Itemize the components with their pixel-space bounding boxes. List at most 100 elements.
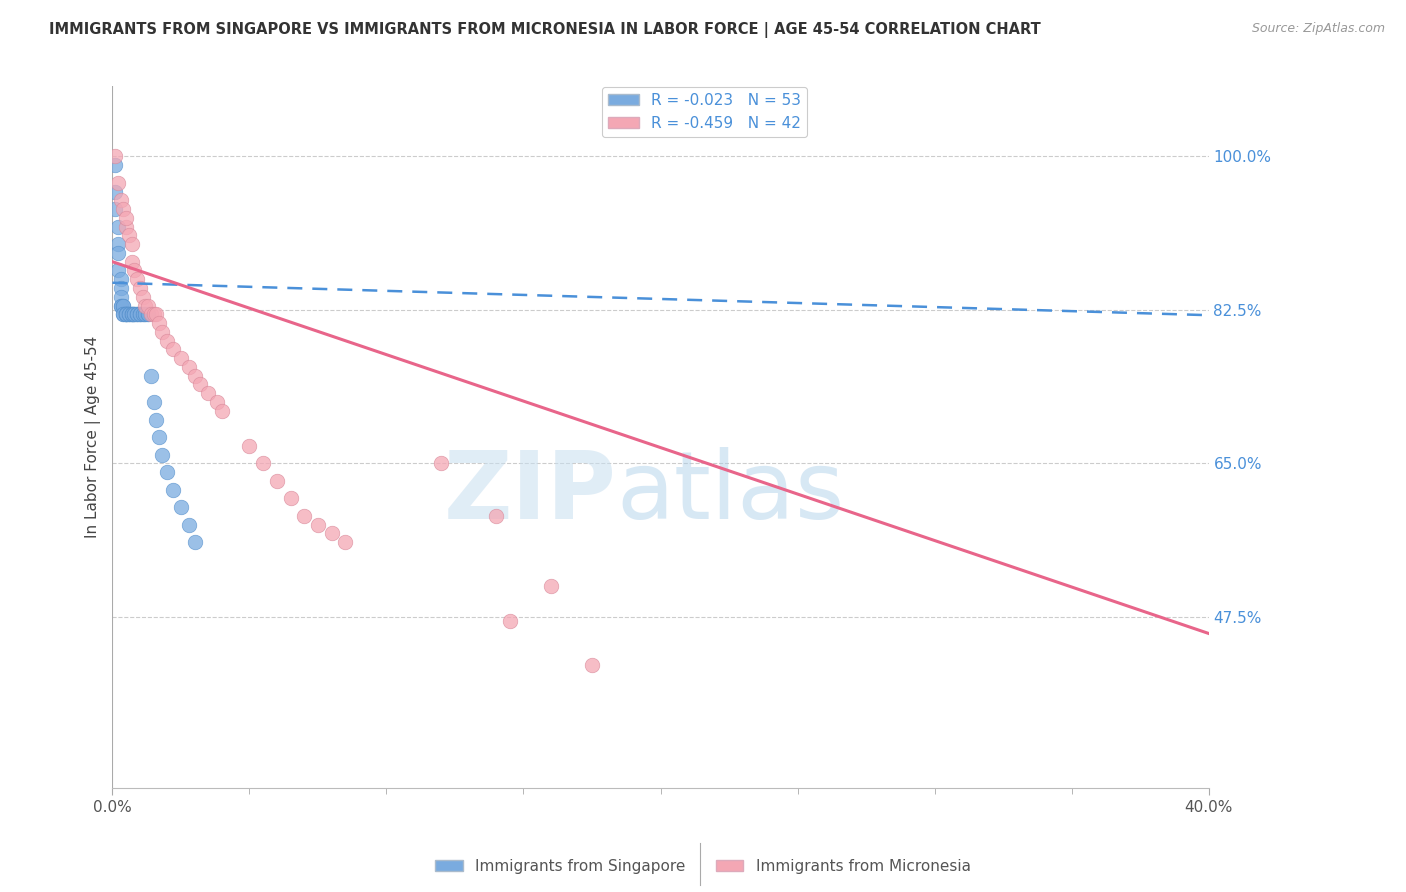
Point: [104, 158, 127, 172]
Point: [292, 508, 315, 523]
Point: [540, 579, 562, 593]
Point: [162, 483, 184, 497]
Point: [142, 307, 165, 321]
Point: [112, 202, 135, 216]
Point: [107, 263, 129, 277]
Point: [179, 359, 201, 374]
Text: IMMIGRANTS FROM SINGAPORE VS IMMIGRANTS FROM MICRONESIA IN LABOR FORCE | AGE 45-: IMMIGRANTS FROM SINGAPORE VS IMMIGRANTS …: [49, 22, 1040, 38]
Point: [110, 194, 132, 208]
Point: [118, 307, 141, 321]
Point: [307, 517, 329, 532]
Point: [121, 307, 143, 321]
Point: [136, 307, 159, 321]
Point: [131, 290, 153, 304]
Point: [107, 219, 129, 234]
Point: [131, 307, 153, 321]
Point: [238, 439, 260, 453]
Point: [121, 307, 143, 321]
Point: [179, 517, 201, 532]
Point: [110, 272, 132, 286]
Point: [170, 500, 193, 515]
Point: [139, 368, 162, 383]
Point: [197, 386, 219, 401]
Point: [118, 307, 141, 321]
Point: [145, 307, 167, 321]
Text: ZIP: ZIP: [444, 447, 617, 539]
Point: [266, 474, 288, 488]
Point: [321, 526, 343, 541]
Point: [104, 185, 127, 199]
Point: [145, 412, 167, 426]
Point: [139, 307, 162, 321]
Point: [115, 211, 138, 225]
Point: [128, 281, 150, 295]
Point: [136, 307, 159, 321]
Point: [124, 263, 146, 277]
Point: [125, 272, 148, 286]
Point: [104, 202, 127, 216]
Point: [107, 176, 129, 190]
Point: [183, 535, 205, 549]
Point: [125, 307, 148, 321]
Point: [115, 307, 138, 321]
Point: [112, 299, 135, 313]
Point: [118, 228, 141, 243]
Point: [581, 658, 603, 673]
Point: [107, 237, 129, 252]
Point: [131, 307, 153, 321]
Point: [134, 307, 156, 321]
Point: [156, 334, 179, 348]
Point: [188, 377, 211, 392]
Point: [205, 395, 228, 409]
Point: [162, 343, 184, 357]
Point: [136, 299, 159, 313]
Point: [211, 403, 233, 417]
Point: [112, 307, 135, 321]
Point: [121, 307, 143, 321]
Point: [280, 491, 302, 506]
Point: [148, 316, 170, 330]
Point: [121, 237, 143, 252]
Point: [142, 395, 165, 409]
Point: [499, 614, 522, 628]
Point: [110, 299, 132, 313]
Point: [150, 448, 173, 462]
Point: [115, 307, 138, 321]
Point: [485, 508, 508, 523]
Point: [121, 254, 143, 268]
Point: [112, 299, 135, 313]
Point: [115, 307, 138, 321]
Point: [128, 307, 150, 321]
Point: [110, 281, 132, 295]
Point: [335, 535, 357, 549]
Point: [125, 307, 148, 321]
Point: [124, 307, 146, 321]
Point: [134, 307, 156, 321]
Point: [124, 307, 146, 321]
Point: [118, 307, 141, 321]
Point: [115, 219, 138, 234]
Point: [104, 149, 127, 163]
Point: [112, 307, 135, 321]
Point: [110, 299, 132, 313]
Point: [115, 307, 138, 321]
Point: [252, 456, 274, 470]
Point: [110, 290, 132, 304]
Point: [183, 368, 205, 383]
Legend: Immigrants from Singapore, Immigrants from Micronesia: Immigrants from Singapore, Immigrants fr…: [429, 853, 977, 880]
Text: Source: ZipAtlas.com: Source: ZipAtlas.com: [1251, 22, 1385, 36]
Point: [148, 430, 170, 444]
Point: [150, 325, 173, 339]
Point: [430, 456, 453, 470]
Point: [128, 307, 150, 321]
Point: [134, 299, 156, 313]
Point: [124, 307, 146, 321]
Point: [170, 351, 193, 366]
Point: [115, 307, 138, 321]
Y-axis label: In Labor Force | Age 45-54: In Labor Force | Age 45-54: [86, 336, 101, 538]
Point: [125, 307, 148, 321]
Point: [156, 465, 179, 479]
Text: atlas: atlas: [617, 447, 845, 539]
Legend: R = -0.023   N = 53, R = -0.459   N = 42: R = -0.023 N = 53, R = -0.459 N = 42: [602, 87, 807, 136]
Point: [128, 307, 150, 321]
